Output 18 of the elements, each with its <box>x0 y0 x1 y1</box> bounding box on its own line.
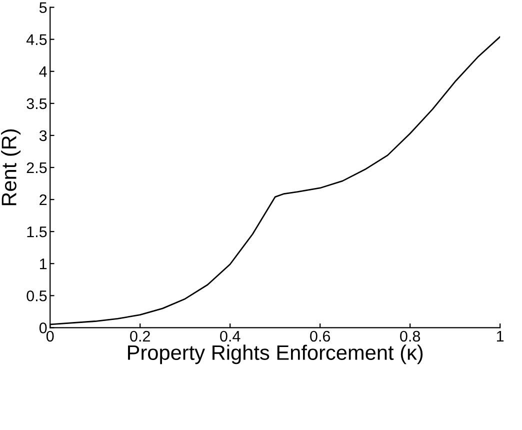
y-tick-label: 2 <box>40 194 47 206</box>
y-tick-label: 4 <box>39 66 47 77</box>
x-tick-label: 0.4 <box>220 330 240 342</box>
x-tick-label: 1 <box>496 331 504 342</box>
y-tick-label: 1.5 <box>27 226 47 238</box>
y-tick-label: 4.5 <box>26 34 47 46</box>
y-tick-label: 0 <box>39 322 47 334</box>
y-tick-label: 5 <box>39 2 47 13</box>
x-tick-label: 0.8 <box>400 330 420 342</box>
y-tick-label: 2.5 <box>26 162 47 174</box>
y-axis-title: Rent (R) <box>1 129 21 206</box>
y-tick-label: 3 <box>39 130 47 142</box>
x-tick-label: 0.2 <box>130 330 150 342</box>
y-tick-label: 3.5 <box>26 98 47 110</box>
y-tick-label: 1 <box>40 258 47 270</box>
y-tick-label: 0.5 <box>26 290 47 302</box>
x-tick-label: 0.6 <box>310 330 330 342</box>
x-axis-title: Property Rights Enforcement (κ) <box>128 344 423 364</box>
